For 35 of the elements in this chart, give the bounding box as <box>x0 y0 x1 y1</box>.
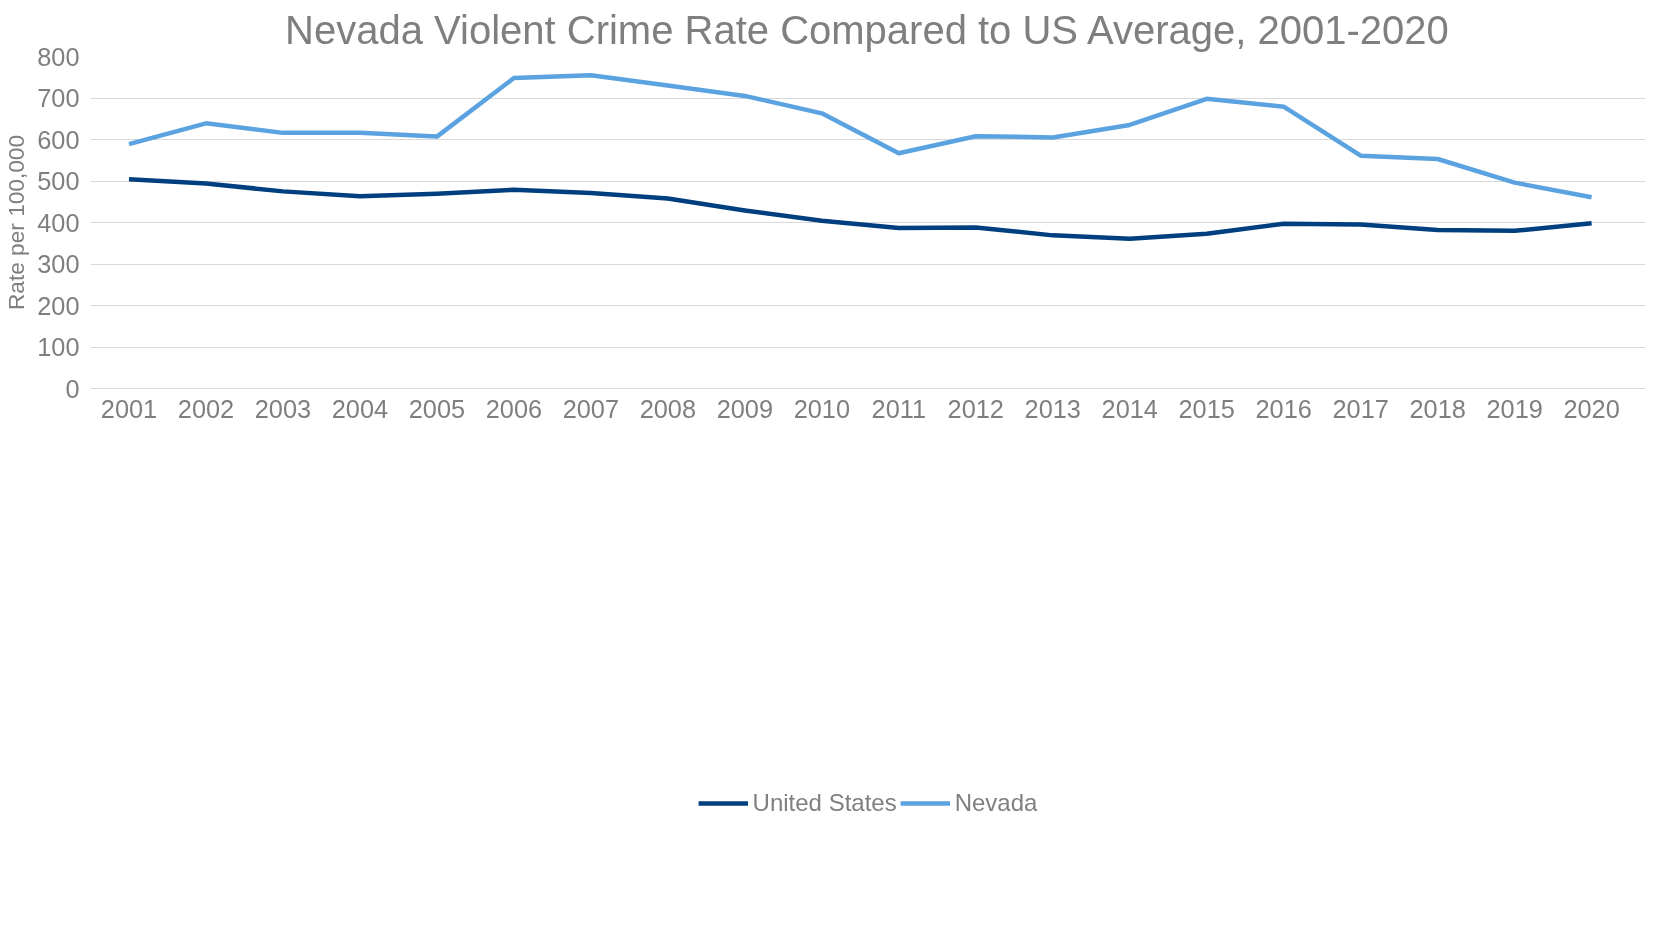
x-tick-label: 2014 <box>1101 394 1158 423</box>
x-tick-label: 2008 <box>639 394 697 423</box>
y-tick-label: 100 <box>37 333 80 361</box>
y-tick-label: 200 <box>37 291 80 320</box>
x-tick-label: 2019 <box>1486 394 1543 423</box>
y-tick-label: 400 <box>37 208 80 237</box>
y-tick-label: 0 <box>65 374 80 403</box>
x-tick-label: 2015 <box>1178 394 1235 423</box>
y-axis-title: Rate per 100,000 <box>3 134 30 311</box>
x-tick-label: 2006 <box>485 394 543 423</box>
x-tick-label: 2005 <box>408 394 466 423</box>
x-tick-label: 2011 <box>871 394 927 423</box>
y-tick-label: 300 <box>37 250 80 278</box>
x-tick-label: 2001 <box>100 394 158 423</box>
x-tick-label: 2017 <box>1332 394 1389 423</box>
x-tick-label: 2002 <box>177 394 235 423</box>
x-tick-label: 2009 <box>716 394 774 423</box>
x-tick-label: 2020 <box>1563 394 1620 423</box>
chart-title: Nevada Violent Crime Rate Compared to US Average, 2001-2020 <box>285 7 1449 52</box>
x-tick-label: 2018 <box>1409 394 1466 423</box>
legend-label: Nevada <box>954 789 1038 817</box>
line-series <box>126 72 1594 200</box>
x-tick-label: 2016 <box>1255 394 1312 423</box>
y-tick-label: 700 <box>37 84 80 112</box>
x-tick-label: 2012 <box>947 394 1004 423</box>
x-tick-label: 2003 <box>254 394 312 423</box>
x-tick-label: 2010 <box>793 394 850 423</box>
y-tick-label: 500 <box>37 167 80 195</box>
x-tick-label: 2013 <box>1024 394 1081 423</box>
line-series <box>126 177 1594 241</box>
y-tick-label: 800 <box>37 42 80 71</box>
legend-label: United States <box>752 789 897 817</box>
x-tick-label: 2007 <box>562 394 620 423</box>
x-tick-label: 2004 <box>331 394 389 423</box>
y-tick-label: 600 <box>37 125 80 154</box>
